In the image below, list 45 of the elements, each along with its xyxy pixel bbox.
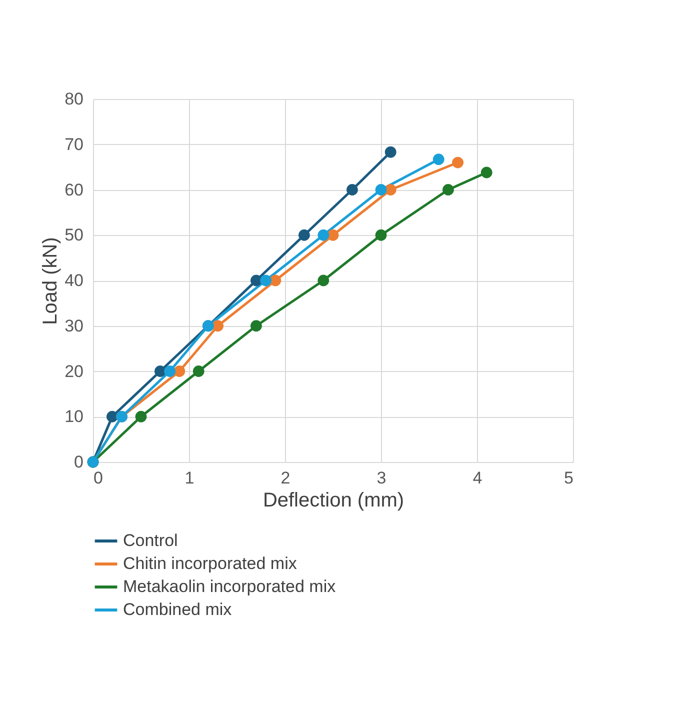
point	[260, 274, 272, 286]
y-tick-label: 70	[64, 134, 84, 154]
legend-label: Metakaolin incorporated mix	[123, 577, 336, 596]
point	[452, 156, 464, 168]
x-tick-label: 3	[376, 468, 386, 488]
point	[106, 410, 118, 422]
y-tick-label: 30	[64, 316, 84, 336]
point	[346, 184, 358, 196]
x-tick-label: 1	[184, 468, 194, 488]
y-tick-label: 40	[64, 271, 84, 290]
x-axis-title: Deflection (mm)	[262, 490, 404, 512]
x-tick-label: 0	[94, 468, 103, 488]
y-tick-label: 50	[64, 226, 84, 245]
point	[384, 184, 396, 196]
point	[375, 229, 387, 241]
x-tick-label: 4	[472, 468, 482, 488]
point	[432, 154, 444, 166]
point	[298, 229, 310, 241]
y-tick-label: 10	[64, 407, 84, 426]
y-tick-label: 80	[64, 90, 84, 108]
point	[318, 274, 330, 286]
legend-label: Control	[123, 531, 178, 550]
point	[250, 320, 262, 332]
point	[375, 184, 387, 196]
point	[384, 146, 396, 158]
point	[135, 410, 147, 422]
y-axis-title: Load (kN)	[40, 237, 62, 325]
point	[250, 274, 262, 286]
point	[318, 229, 330, 241]
point	[270, 274, 282, 286]
point	[192, 366, 204, 377]
y-tick-label: 20	[64, 362, 84, 381]
x-tick-label: 2	[280, 468, 290, 488]
point	[154, 366, 166, 377]
y-tick-label: 60	[64, 180, 84, 200]
point	[164, 366, 176, 377]
point	[174, 366, 186, 377]
legend-label: Combined mix	[123, 600, 232, 619]
y-tick-label: 0	[74, 452, 84, 472]
point	[327, 229, 339, 241]
point	[212, 320, 224, 332]
legend-label: Chitin incorporated mix	[123, 554, 298, 573]
point	[480, 166, 492, 178]
x-tick-label: 5	[564, 468, 574, 488]
point	[442, 184, 454, 196]
